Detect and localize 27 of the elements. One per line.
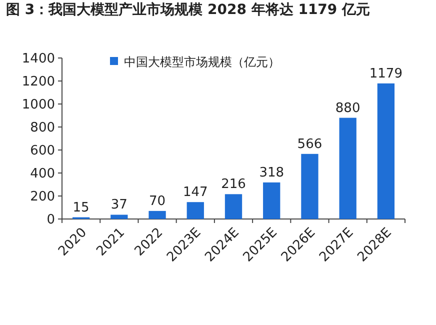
data-label: 318 bbox=[259, 165, 284, 180]
data-label: 70 bbox=[149, 194, 166, 209]
data-label: 566 bbox=[297, 136, 322, 152]
data-label: 147 bbox=[182, 185, 208, 200]
bar bbox=[377, 83, 395, 219]
chart-title: 图 3：我国大模型产业市场规模 2028 年将达 1179 亿元 bbox=[6, 1, 370, 18]
bar bbox=[263, 182, 280, 219]
y-tick-label: 600 bbox=[30, 144, 55, 158]
data-label: 216 bbox=[221, 177, 246, 192]
y-tick-label: 400 bbox=[30, 166, 55, 182]
bar bbox=[110, 214, 128, 219]
legend-label: 中国大模型市场规模（亿元） bbox=[124, 55, 280, 69]
bar bbox=[339, 118, 356, 219]
y-tick-label: 800 bbox=[30, 120, 55, 136]
data-label: 15 bbox=[72, 200, 90, 216]
bar bbox=[301, 154, 318, 219]
bar bbox=[148, 210, 166, 219]
data-label: 37 bbox=[110, 198, 128, 213]
bar bbox=[224, 194, 242, 219]
data-label: 1179 bbox=[369, 66, 402, 82]
y-tick-label: 200 bbox=[30, 190, 55, 204]
bar bbox=[186, 202, 204, 219]
y-tick-label: 0 bbox=[46, 212, 55, 228]
y-tick-label: 1200 bbox=[22, 74, 55, 90]
y-tick-label: 1400 bbox=[22, 52, 55, 66]
y-tick-label: 1000 bbox=[22, 98, 55, 112]
data-label: 880 bbox=[335, 100, 360, 116]
